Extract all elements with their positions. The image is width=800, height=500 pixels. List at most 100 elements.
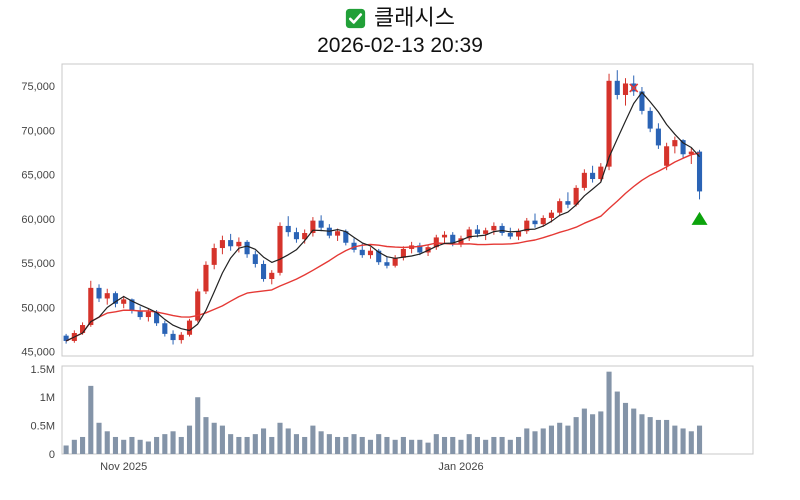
candle-down — [639, 91, 645, 111]
candle-up — [178, 334, 184, 341]
candle-up — [145, 311, 151, 318]
candle-up — [458, 238, 464, 244]
candle-up — [466, 229, 472, 239]
volume-bar — [236, 436, 242, 454]
svg-text:75,000: 75,000 — [21, 81, 55, 93]
volume-axis-labels: 0 0.5M 1M 1.5M — [31, 364, 55, 461]
volume-bar — [655, 419, 661, 454]
candle-down — [376, 250, 382, 263]
candle-down — [129, 299, 135, 311]
volume-bar — [425, 442, 431, 454]
svg-text:0: 0 — [49, 449, 55, 461]
candle-up — [80, 325, 86, 333]
candle-down — [532, 220, 538, 225]
volume-bar — [376, 434, 382, 454]
chart-header: 클래시스 2026-02-13 20:39 — [0, 0, 800, 60]
volume-bar — [252, 434, 258, 454]
candle-up — [557, 201, 563, 213]
svg-text:Jan 2026: Jan 2026 — [438, 461, 483, 473]
candle-down — [565, 201, 571, 205]
volume-bar — [581, 408, 587, 454]
candle-up — [392, 257, 398, 266]
candle-down — [655, 128, 661, 146]
candle-up — [688, 151, 694, 155]
candle-down — [499, 225, 505, 234]
volume-bar — [598, 411, 604, 454]
volume-bar — [112, 436, 119, 454]
volume-bar — [400, 436, 406, 454]
candle-up — [219, 240, 225, 249]
candle-down — [696, 151, 703, 192]
volume-bar — [639, 414, 645, 454]
volume-bar — [688, 431, 694, 454]
volume-bar — [384, 436, 390, 454]
volume-bar — [80, 436, 86, 454]
candle-up — [664, 146, 670, 166]
volume-bar — [195, 397, 201, 454]
candle-up — [581, 172, 587, 188]
volume-bar — [318, 431, 324, 454]
volume-bar — [285, 428, 291, 454]
volume-bar — [647, 417, 653, 454]
candle-down — [647, 110, 653, 129]
volume-bar — [219, 425, 225, 454]
volume-bar — [441, 436, 448, 454]
candle-up — [302, 233, 308, 240]
candle-down — [474, 229, 480, 234]
candle-up — [573, 187, 579, 205]
candle-up — [277, 225, 283, 273]
volume-bar — [557, 422, 563, 454]
candle-up — [483, 230, 489, 234]
buy-triangle-marker — [691, 211, 708, 225]
candle-up — [310, 220, 316, 234]
candle-up — [335, 231, 341, 236]
volume-bar — [664, 419, 670, 454]
candlestick-volume-chart: 45,000 50,000 55,000 60,000 65,000 70,000 75,0… — [21, 63, 754, 473]
volume-bar — [524, 428, 530, 454]
candle-up — [400, 248, 406, 258]
candle-down — [170, 333, 176, 341]
candle-down — [137, 310, 143, 318]
candle-down — [244, 241, 250, 255]
volume-bar — [359, 436, 365, 454]
volume-bar — [170, 431, 176, 454]
candle-down — [285, 225, 291, 233]
x-axis-labels: Nov 2025 Jan 2026 — [100, 461, 483, 473]
volume-bar — [565, 425, 571, 454]
candle-up — [121, 299, 127, 304]
volume-bar — [631, 408, 637, 454]
volume-bar — [260, 428, 267, 454]
candle-down — [384, 262, 390, 266]
candle-down — [293, 232, 299, 240]
price-axis-labels: 45,000 50,000 55,000 60,000 65,000 70,000 75,0… — [21, 81, 55, 358]
volume-bars — [63, 371, 703, 454]
candle-up — [598, 166, 604, 180]
candle-up — [606, 80, 612, 167]
candle-up — [203, 264, 209, 292]
volume-bar — [63, 445, 69, 454]
volume-bar — [696, 425, 703, 454]
volume-bar — [483, 439, 489, 454]
volume-bar — [409, 439, 415, 454]
volume-bar — [351, 434, 357, 454]
volume-bar — [203, 417, 209, 454]
volume-bar — [672, 425, 678, 454]
green-checkbox-icon — [345, 8, 366, 29]
volume-bar — [606, 371, 612, 454]
svg-text:50,000: 50,000 — [21, 302, 55, 314]
candle-up — [516, 231, 522, 237]
x-marker — [629, 83, 639, 93]
volume-bar — [326, 434, 332, 454]
volume-bar — [178, 436, 184, 454]
candle-down — [450, 234, 456, 244]
volume-bar — [516, 436, 522, 454]
candle-up — [236, 241, 242, 247]
candle-up — [433, 237, 439, 248]
volume-bar — [622, 402, 629, 454]
volume-bar — [96, 422, 102, 454]
volume-bar — [104, 431, 110, 454]
volume-bar — [491, 436, 497, 454]
candle-down — [590, 172, 596, 180]
candle-up — [548, 212, 555, 218]
candle-down — [318, 220, 324, 228]
